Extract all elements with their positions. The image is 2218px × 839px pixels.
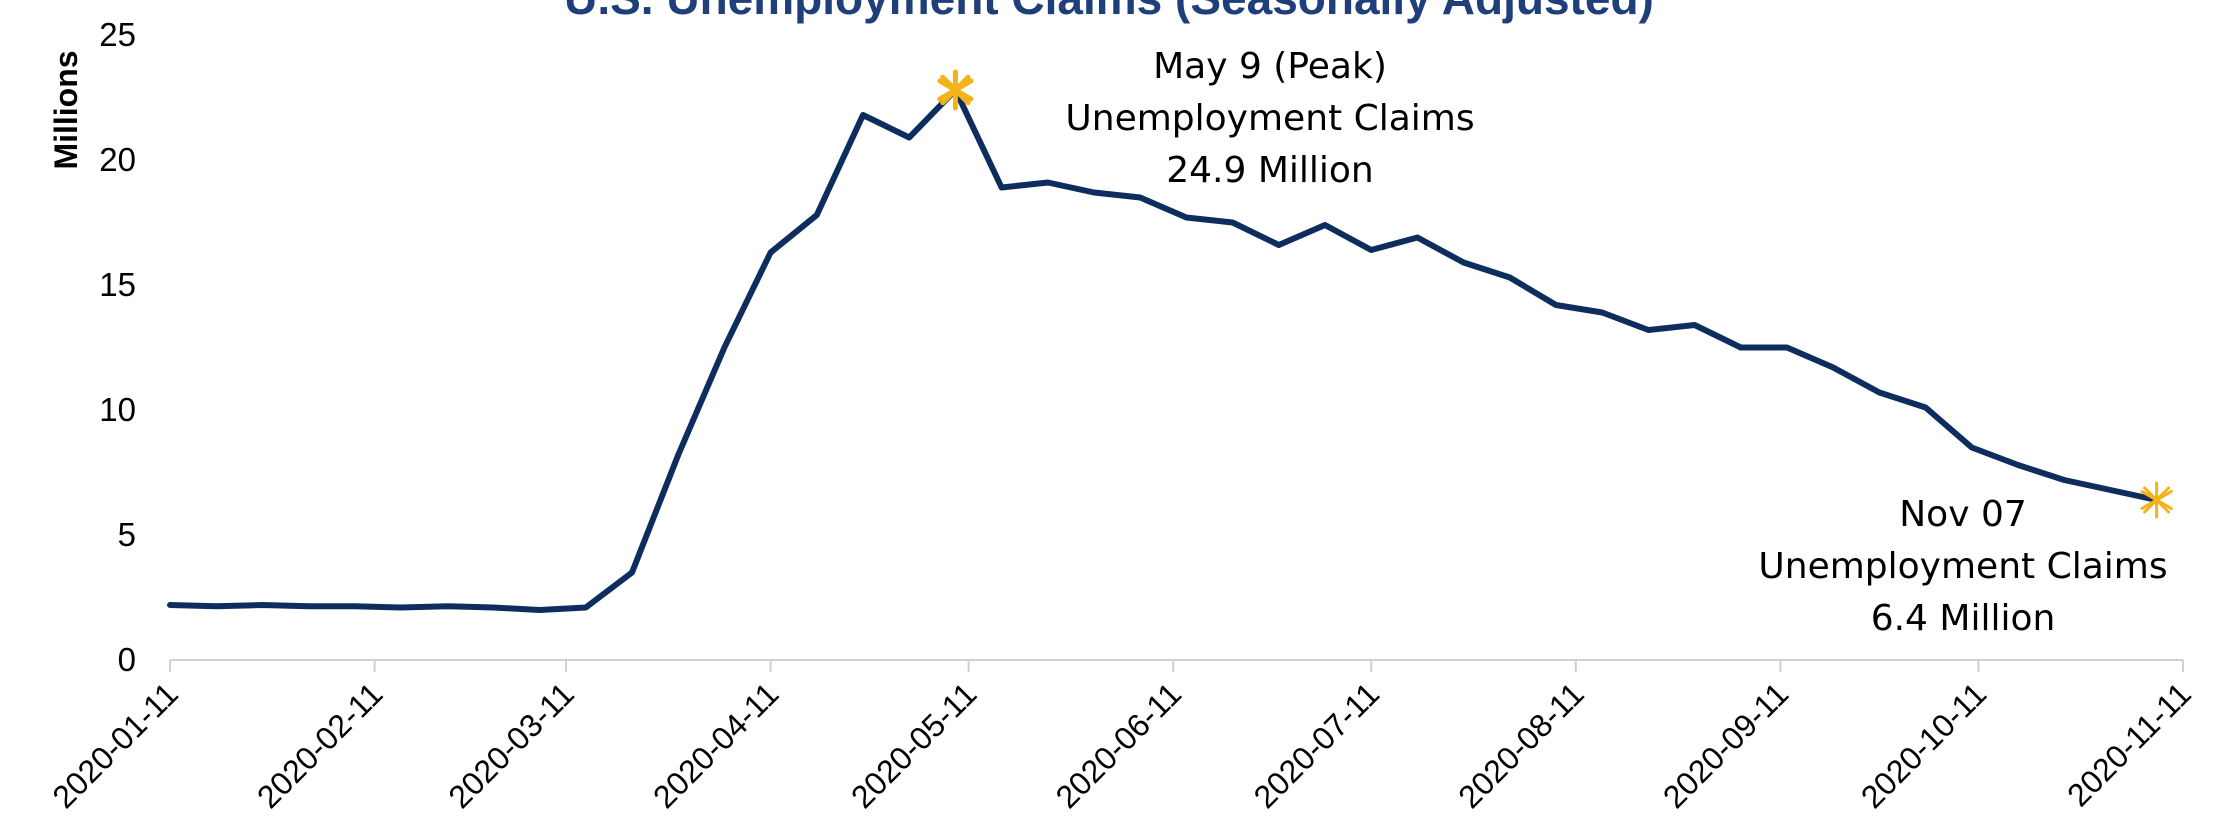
series-line (167, 87, 2160, 613)
x-tick-label: 2020-01-11 (45, 675, 185, 815)
x-tick-label: 2020-06-11 (1049, 675, 1189, 815)
annotation-line: 6.4 Million (1871, 598, 2056, 639)
annotations: May 9 (Peak) Unemployment Claims 24.9 Mill… (1065, 46, 2167, 639)
x-tick-label: 2020-02-11 (250, 675, 390, 815)
star-marker (2140, 481, 2173, 519)
y-tick-label: 10 (99, 391, 136, 428)
y-tick-label: 0 (118, 641, 136, 678)
annotation-line: Unemployment Claims (1758, 546, 2167, 587)
y-axis-ticks: 0 5 10 15 20 25 (99, 16, 136, 678)
x-tick-label: 2020-05-11 (844, 675, 984, 815)
x-tick-label: 2020-07-11 (1247, 675, 1387, 815)
x-tick-label: 2020-08-11 (1451, 675, 1591, 815)
x-tick-label: 2020-04-11 (646, 675, 786, 815)
annotation-line: May 9 (Peak) (1153, 46, 1387, 87)
y-tick-label: 5 (118, 516, 136, 553)
x-tick-label: 2020-10-11 (1854, 675, 1994, 815)
y-axis-label: Millions (48, 50, 84, 169)
y-tick-label: 20 (99, 141, 136, 178)
annotation-line: Unemployment Claims (1065, 98, 1474, 139)
chart-title: U.S. Unemployment Claims (Seasonally Adj… (564, 0, 1654, 24)
annotation-text: May 9 (Peak) Unemployment Claims 24.9 Mill… (1065, 46, 1474, 191)
annotation-line: Nov 07 (1899, 494, 2027, 535)
annotation-text: Nov 07 Unemployment Claims 6.4 Million (1758, 494, 2167, 639)
x-tick-label: 2020-09-11 (1656, 675, 1796, 815)
markers (937, 69, 2173, 519)
x-axis: 2020-01-11 2020-02-11 2020-03-11 2020-04-11… (45, 659, 2198, 815)
x-tick-label: 2020-03-11 (441, 675, 581, 815)
x-tick-label: 2020-11-11 (2060, 675, 2198, 813)
annotation-line: 24.9 Million (1166, 150, 1374, 191)
y-tick-label: 15 (99, 266, 136, 303)
series-unemployment-claims (167, 87, 2160, 613)
star-marker (937, 69, 974, 111)
y-tick-label: 25 (99, 16, 136, 53)
